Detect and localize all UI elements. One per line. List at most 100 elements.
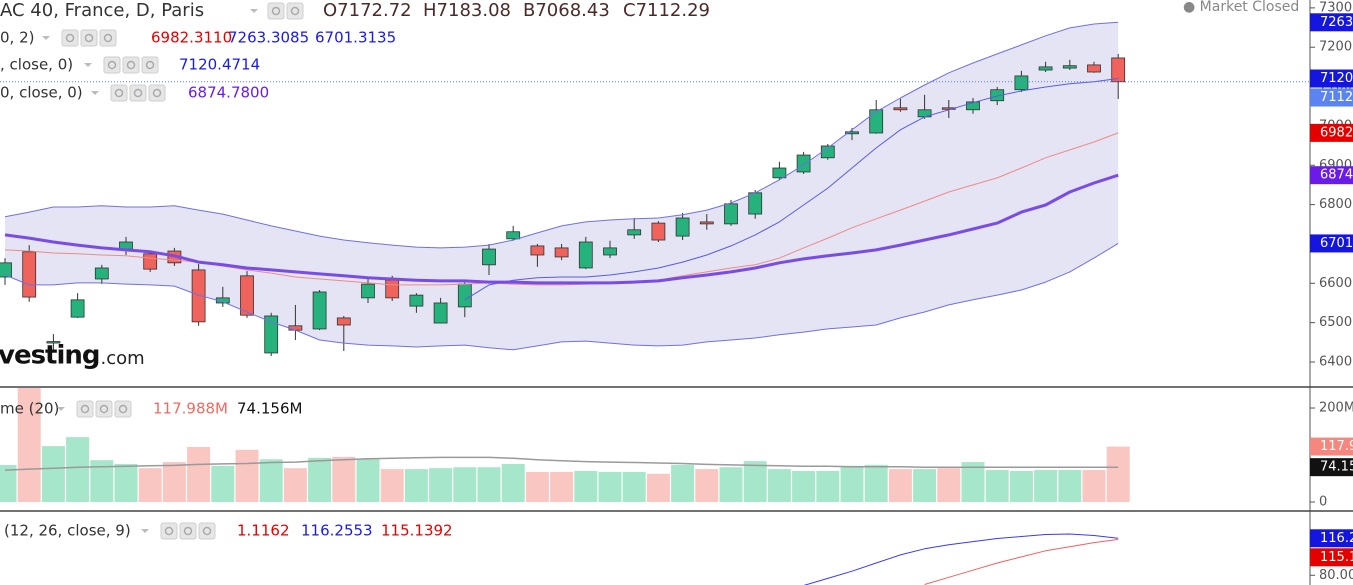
legend-icon[interactable] [114,400,132,418]
volume-bar [41,446,65,503]
volume-bar [356,459,380,503]
legend-value: 116.2553 [301,522,373,540]
price-badge [1310,13,1353,32]
legend-icon-glyph[interactable] [133,88,143,98]
legend-icon[interactable] [103,56,121,74]
y-tick-label: 80.00 [1319,568,1353,583]
dropdown-arrow[interactable] [141,529,149,533]
candle-body [336,317,351,326]
candle-body [1111,57,1126,83]
legend-icon[interactable] [148,84,166,102]
volume-bar [501,463,525,503]
price-badge [1310,458,1353,477]
y-tick-label: 200M [1319,401,1353,416]
candle-body [46,341,61,344]
watermark: vesting [0,341,100,371]
legend-icon-glyph[interactable] [80,404,90,414]
legend-icon[interactable] [95,400,113,418]
legend-icon-glyph[interactable] [65,33,75,43]
legend-value: O7172.72 [323,0,412,21]
candle-body [240,275,254,316]
price-badge [1310,166,1353,185]
candle-body [1014,75,1029,91]
legend-icon[interactable] [129,84,147,102]
candle-body [869,109,884,134]
legend-icon[interactable] [267,2,285,20]
volume-bar [1058,470,1082,503]
candle-body [482,248,496,266]
legend-value: 117.988M [153,400,228,418]
volume-bar [138,468,162,503]
legend-icon[interactable] [122,56,140,74]
y-tick-label: 7300 [1319,0,1352,15]
candle-body [506,231,521,240]
legend-icon-glyph[interactable] [118,404,128,414]
legend-icon-glyph[interactable] [183,526,193,536]
dropdown-arrow[interactable] [91,91,99,95]
legend-value: C7112.29 [623,0,710,21]
volume-bar [477,467,501,503]
dropdown-arrow[interactable] [84,63,92,67]
legend-icon-glyph[interactable] [152,88,162,98]
volume-bar [961,462,985,503]
legend-value: H7183.08 [423,0,511,21]
volume-bar [259,459,283,503]
legend-icon-glyph[interactable] [145,60,155,70]
volume-bar [695,469,719,503]
legend-icon-glyph[interactable] [114,88,124,98]
candle-body [893,107,908,111]
candle-body [94,267,109,280]
price-badge [1310,88,1353,107]
legend-icon[interactable] [99,29,117,47]
legend-value: 7263.3085 [228,29,309,47]
volume-bar [985,470,1009,503]
y-tick-label: 7200 [1319,40,1352,55]
volume-bar [187,447,211,503]
legend-icon-glyph[interactable] [290,6,300,16]
legend-label: me (20) [0,400,59,418]
legend-icon-glyph[interactable] [103,33,113,43]
dropdown-arrow[interactable] [42,36,50,40]
volume-bar [622,471,646,503]
volume-bar [719,467,743,503]
pane-2 [803,533,1119,585]
volume-bar [66,437,90,503]
legend-icon[interactable] [286,2,304,20]
legend-icon-glyph[interactable] [84,33,94,43]
study-line [4,21,1119,249]
legend-label: 0, 2) [0,29,34,47]
dropdown-arrow[interactable] [57,407,65,411]
legend-icon[interactable] [76,400,94,418]
legend-icon-glyph[interactable] [164,526,174,536]
study-line [464,78,1119,301]
candle-body [578,241,593,269]
legend-icon[interactable] [198,522,216,540]
legend-icon-glyph[interactable] [126,60,136,70]
watermark: .com [101,348,145,369]
legend-value: 7120.4714 [179,56,260,74]
y-tick-label: 0 [1319,495,1327,510]
price-badge-label: 116.2 [1320,531,1353,546]
legend-icon[interactable] [141,56,159,74]
legend-icon-glyph[interactable] [107,60,117,70]
legend-value: 6982.3110 [151,29,232,47]
legend-icon[interactable] [80,29,98,47]
legend-value: B7068.43 [523,0,610,21]
legend-icon[interactable] [160,522,178,540]
volume-bar [1009,470,1033,503]
volume-bar [332,456,356,503]
legend-icon[interactable] [179,522,197,540]
price-badge-label: 7263 [1320,15,1353,30]
legend-icon-glyph[interactable] [202,526,212,536]
price-badge [1310,437,1353,456]
candle-body [990,89,1005,102]
dropdown-arrow[interactable] [250,9,258,13]
legend-icon-glyph[interactable] [99,404,109,414]
volume-bar [937,468,961,503]
legend-icon[interactable] [110,84,128,102]
legend-icon-glyph[interactable] [271,6,281,16]
legend-icon[interactable] [61,29,79,47]
price-badge [1310,234,1353,253]
candle-body [385,279,400,299]
volume-bar [816,470,840,503]
